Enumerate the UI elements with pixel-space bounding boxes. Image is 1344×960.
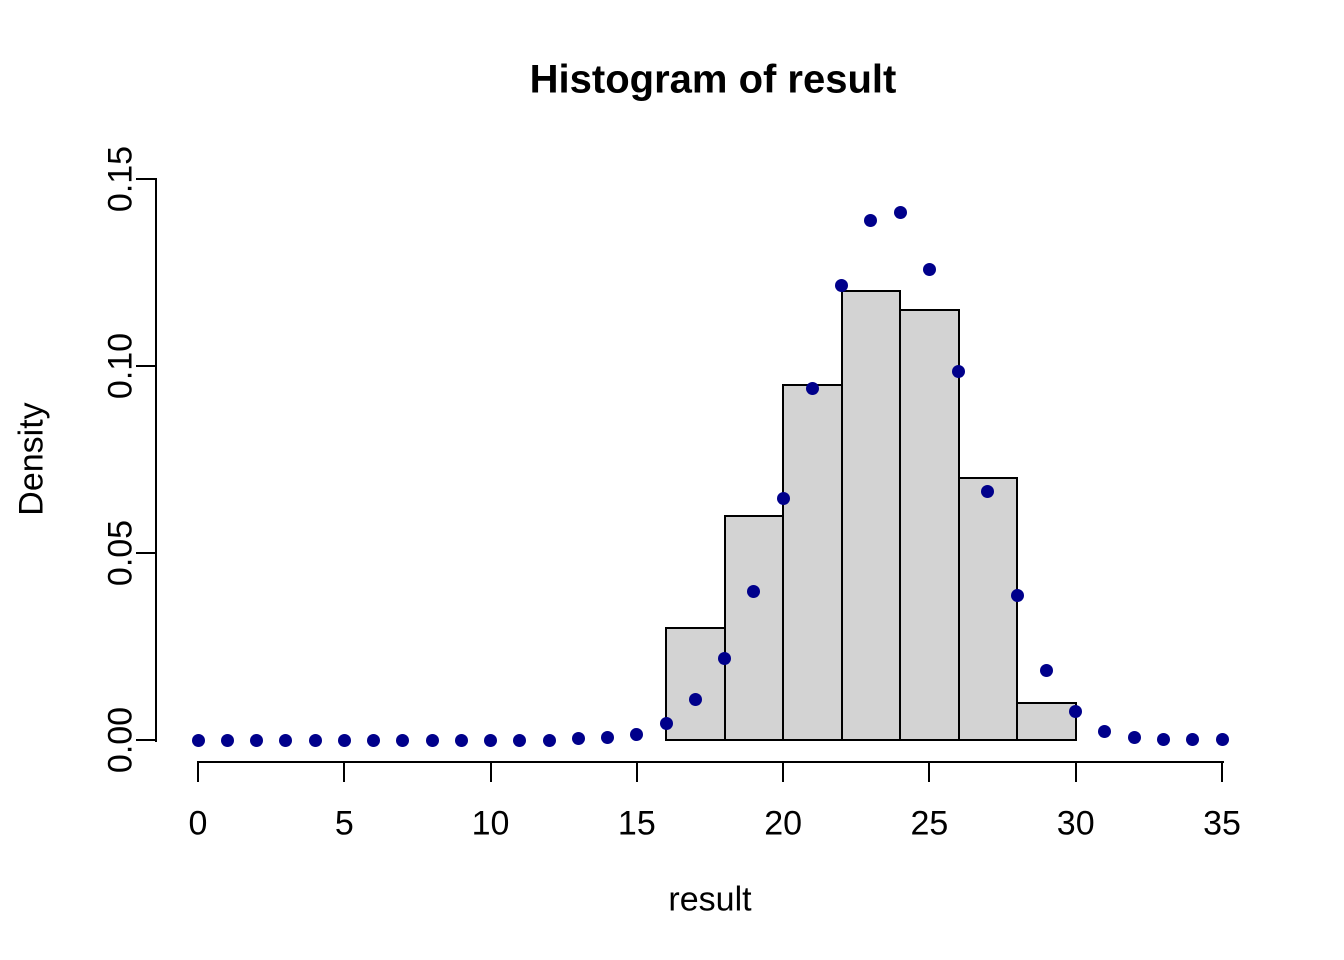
data-point	[367, 733, 381, 747]
data-point	[776, 492, 790, 506]
data-point	[1156, 732, 1170, 746]
x-axis-label: result	[668, 880, 752, 919]
data-point	[425, 733, 439, 747]
data-point	[659, 717, 673, 731]
y-tick	[136, 739, 156, 741]
histogram-bar	[899, 308, 960, 741]
data-point	[542, 733, 556, 747]
data-point	[835, 279, 849, 293]
data-point	[601, 730, 615, 744]
data-point	[1215, 733, 1229, 747]
histogram-bar	[665, 626, 726, 741]
data-point	[718, 652, 732, 666]
data-point	[454, 733, 468, 747]
x-tick-label: 0	[188, 804, 208, 843]
x-tick-label: 10	[471, 804, 510, 843]
histogram-bar	[957, 477, 1019, 741]
data-point	[1010, 588, 1024, 602]
data-point	[952, 365, 966, 379]
y-tick-label: 0.05	[101, 519, 140, 587]
x-tick	[635, 762, 638, 782]
x-tick	[1074, 762, 1077, 782]
data-point	[747, 585, 761, 599]
y-axis-label: Density	[12, 402, 51, 516]
histogram-bar	[840, 290, 902, 741]
data-point	[1127, 730, 1141, 744]
x-tick	[782, 762, 785, 782]
data-point	[864, 213, 878, 227]
y-tick-label: 0.00	[101, 706, 140, 774]
x-tick-label: 15	[617, 804, 656, 843]
data-point	[630, 727, 644, 741]
data-point	[1098, 725, 1112, 739]
x-axis-line	[197, 761, 1224, 763]
data-point	[571, 732, 585, 746]
x-tick	[197, 762, 199, 782]
data-point	[1069, 705, 1083, 719]
x-tick-label: 5	[334, 804, 354, 843]
y-tick-label: 0.15	[101, 145, 140, 213]
histogram-bar	[723, 514, 785, 741]
y-axis-line	[155, 178, 157, 742]
x-tick	[928, 762, 931, 782]
data-point	[805, 381, 819, 395]
y-tick-label: 0.10	[101, 332, 140, 400]
data-point	[1039, 664, 1053, 678]
x-tick-label: 20	[764, 804, 803, 843]
data-point	[308, 733, 322, 747]
y-tick	[136, 178, 156, 180]
data-point	[981, 485, 995, 499]
data-point	[220, 733, 234, 747]
y-tick	[136, 365, 156, 367]
x-tick	[1221, 762, 1223, 782]
data-point	[688, 693, 702, 707]
data-point	[279, 733, 293, 747]
data-point	[513, 733, 527, 747]
x-tick-label: 25	[910, 804, 949, 843]
data-point	[484, 733, 498, 747]
y-tick	[136, 552, 156, 554]
data-point	[1186, 733, 1200, 747]
x-tick	[489, 762, 492, 782]
data-point	[337, 733, 351, 747]
histogram-bar	[782, 383, 843, 741]
x-tick-label: 30	[1056, 804, 1095, 843]
data-point	[893, 206, 907, 220]
histogram-bar	[1016, 701, 1077, 741]
chart-title: Histogram of result	[529, 57, 897, 102]
data-point	[250, 733, 263, 747]
data-point	[922, 262, 936, 276]
x-tick-label: 35	[1203, 804, 1241, 843]
data-point	[191, 733, 205, 747]
data-point	[396, 733, 410, 747]
x-tick	[343, 762, 346, 782]
